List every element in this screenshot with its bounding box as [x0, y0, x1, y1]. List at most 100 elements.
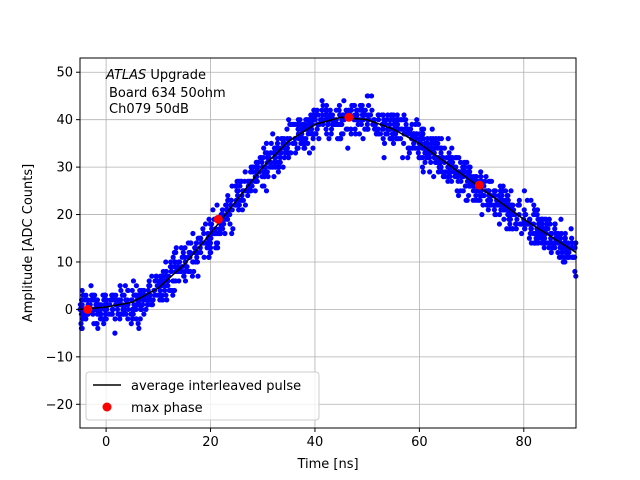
sample-point [173, 245, 179, 251]
sample-point [302, 145, 308, 151]
sample-point [295, 126, 301, 132]
sample-point [286, 117, 292, 123]
sample-point [133, 316, 139, 322]
sample-point [197, 235, 203, 241]
sample-point [528, 197, 534, 203]
sample-point [339, 121, 345, 128]
sample-point [122, 283, 128, 289]
sample-point [309, 117, 315, 123]
sample-point [270, 131, 276, 137]
sample-point [559, 249, 565, 256]
sample-point [232, 183, 238, 189]
sample-point [562, 259, 568, 265]
sample-point [319, 107, 325, 113]
sample-point [217, 226, 223, 232]
sample-point [569, 235, 575, 241]
sample-point [193, 240, 200, 246]
sample-point [572, 268, 578, 275]
sample-point [352, 126, 358, 132]
sample-point [507, 202, 513, 208]
sample-point [284, 150, 291, 156]
sample-point [259, 159, 265, 165]
sample-point [182, 254, 188, 260]
sample-point [557, 254, 564, 260]
sample-point [247, 178, 253, 184]
sample-point [163, 292, 169, 298]
sample-point [78, 321, 84, 327]
sample-point [473, 192, 479, 199]
y-tick-label: 0 [65, 303, 73, 318]
sample-point [411, 140, 417, 146]
sample-point [324, 107, 330, 113]
sample-point [491, 207, 498, 213]
sample-point [125, 316, 131, 322]
sample-point [183, 264, 189, 270]
sample-point [93, 302, 100, 308]
sample-point [524, 197, 530, 203]
sample-point [507, 221, 513, 227]
x-tick-label: 80 [516, 435, 533, 450]
sample-point [148, 302, 155, 308]
average-line-series [79, 116, 577, 311]
sample-point [380, 136, 386, 142]
sample-point [276, 159, 282, 165]
sample-point [268, 140, 274, 146]
sample-point [356, 131, 363, 137]
y-axis-label: Amplitude [ADC Counts] [21, 164, 36, 322]
sample-point [339, 117, 345, 123]
sample-point [252, 188, 258, 194]
sample-point [112, 330, 118, 336]
sample-point [422, 150, 428, 156]
sample-point [526, 235, 532, 241]
sample-point [349, 102, 355, 109]
sample-point [329, 112, 336, 118]
sample-point [101, 321, 107, 327]
annotation-atlas: ATLAS [105, 68, 146, 83]
sample-point [292, 140, 298, 146]
sample-point [305, 140, 311, 146]
sample-point [316, 136, 322, 142]
sample-point [91, 321, 97, 327]
sample-point [102, 311, 109, 317]
sample-point [109, 311, 115, 317]
sample-point [102, 292, 109, 298]
sample-point [433, 140, 439, 146]
sample-point [112, 316, 118, 322]
sample-point [400, 117, 406, 123]
sample-point [176, 259, 182, 265]
sample-point [499, 192, 505, 199]
sample-point [522, 211, 528, 218]
sample-point [508, 188, 514, 194]
sample-point [295, 117, 301, 123]
x-tick-label: 0 [102, 435, 110, 450]
sample-point [420, 169, 426, 175]
sample-point [219, 207, 225, 213]
sample-point [129, 306, 136, 313]
sample-point [429, 126, 435, 132]
sample-point [360, 107, 366, 113]
sample-point [212, 230, 218, 237]
sample-point [163, 268, 169, 275]
sample-point [314, 126, 320, 132]
sample-point [88, 297, 95, 303]
sample-point [101, 316, 108, 322]
sample-point [129, 287, 135, 294]
sample-point [352, 112, 358, 118]
sample-point [527, 216, 533, 222]
sample-point [501, 216, 507, 222]
sample-point [190, 230, 196, 237]
sample-point [168, 259, 174, 265]
sample-point [479, 211, 485, 218]
sample-point [478, 173, 484, 180]
sample-point [467, 164, 473, 170]
sample-point [258, 155, 264, 161]
legend-label-average: average interleaved pulse [131, 379, 301, 394]
sample-point [546, 245, 552, 251]
sample-point [158, 273, 165, 279]
sample-point [364, 93, 370, 99]
sample-point [480, 202, 486, 208]
sample-point [373, 126, 379, 132]
sample-point [420, 131, 426, 137]
sample-point [464, 169, 470, 175]
sample-point [234, 202, 240, 208]
